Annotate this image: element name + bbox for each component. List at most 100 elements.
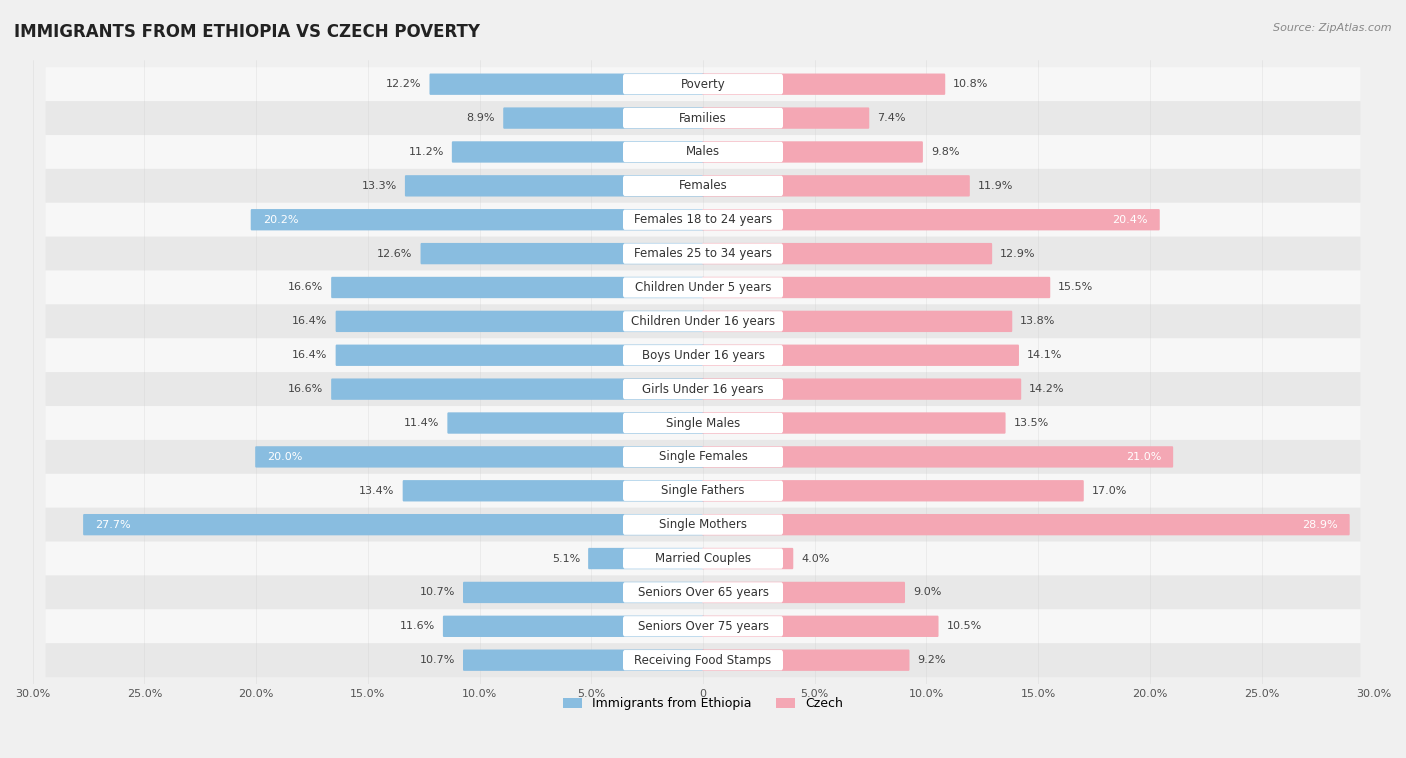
Legend: Immigrants from Ethiopia, Czech: Immigrants from Ethiopia, Czech: [558, 692, 848, 715]
Text: 28.9%: 28.9%: [1302, 520, 1337, 530]
FancyBboxPatch shape: [702, 243, 993, 265]
FancyBboxPatch shape: [702, 514, 1350, 535]
FancyBboxPatch shape: [45, 372, 1361, 406]
Text: 13.8%: 13.8%: [1021, 316, 1056, 327]
Text: 10.7%: 10.7%: [419, 655, 456, 666]
Text: 7.4%: 7.4%: [877, 113, 905, 123]
FancyBboxPatch shape: [83, 514, 704, 535]
FancyBboxPatch shape: [463, 581, 704, 603]
FancyBboxPatch shape: [45, 609, 1361, 644]
Text: 11.4%: 11.4%: [404, 418, 439, 428]
Text: 13.4%: 13.4%: [360, 486, 395, 496]
Text: 9.8%: 9.8%: [931, 147, 959, 157]
Text: 20.2%: 20.2%: [263, 215, 298, 224]
FancyBboxPatch shape: [429, 74, 704, 95]
Text: 11.2%: 11.2%: [408, 147, 444, 157]
FancyBboxPatch shape: [250, 209, 704, 230]
FancyBboxPatch shape: [405, 175, 704, 196]
FancyBboxPatch shape: [702, 209, 1160, 230]
FancyBboxPatch shape: [702, 345, 1019, 366]
FancyBboxPatch shape: [45, 575, 1361, 609]
FancyBboxPatch shape: [45, 338, 1361, 372]
FancyBboxPatch shape: [463, 650, 704, 671]
FancyBboxPatch shape: [623, 243, 783, 264]
FancyBboxPatch shape: [336, 311, 704, 332]
Text: Single Males: Single Males: [666, 416, 740, 430]
FancyBboxPatch shape: [702, 548, 793, 569]
Text: 10.5%: 10.5%: [946, 622, 981, 631]
FancyBboxPatch shape: [623, 108, 783, 128]
Text: 17.0%: 17.0%: [1092, 486, 1128, 496]
Text: 9.2%: 9.2%: [918, 655, 946, 666]
FancyBboxPatch shape: [702, 615, 939, 637]
FancyBboxPatch shape: [45, 542, 1361, 575]
FancyBboxPatch shape: [45, 236, 1361, 271]
FancyBboxPatch shape: [420, 243, 704, 265]
FancyBboxPatch shape: [623, 650, 783, 670]
Text: Source: ZipAtlas.com: Source: ZipAtlas.com: [1274, 23, 1392, 33]
Text: Single Females: Single Females: [658, 450, 748, 463]
Text: Children Under 16 years: Children Under 16 years: [631, 315, 775, 328]
Text: Married Couples: Married Couples: [655, 552, 751, 565]
FancyBboxPatch shape: [702, 581, 905, 603]
Text: 8.9%: 8.9%: [467, 113, 495, 123]
FancyBboxPatch shape: [332, 378, 704, 399]
FancyBboxPatch shape: [623, 277, 783, 298]
Text: 15.5%: 15.5%: [1059, 283, 1094, 293]
Text: 16.6%: 16.6%: [288, 384, 323, 394]
FancyBboxPatch shape: [702, 480, 1084, 502]
Text: 11.6%: 11.6%: [399, 622, 434, 631]
Text: Girls Under 16 years: Girls Under 16 years: [643, 383, 763, 396]
Text: 10.7%: 10.7%: [419, 587, 456, 597]
FancyBboxPatch shape: [45, 644, 1361, 677]
FancyBboxPatch shape: [623, 176, 783, 196]
FancyBboxPatch shape: [451, 141, 704, 163]
FancyBboxPatch shape: [623, 74, 783, 94]
Text: 20.4%: 20.4%: [1112, 215, 1147, 224]
FancyBboxPatch shape: [702, 650, 910, 671]
Text: 13.3%: 13.3%: [361, 181, 396, 191]
Text: 11.9%: 11.9%: [977, 181, 1014, 191]
Text: Poverty: Poverty: [681, 78, 725, 91]
Text: 16.4%: 16.4%: [292, 316, 328, 327]
Text: 12.9%: 12.9%: [1000, 249, 1036, 258]
FancyBboxPatch shape: [45, 101, 1361, 135]
Text: Single Mothers: Single Mothers: [659, 518, 747, 531]
Text: 21.0%: 21.0%: [1126, 452, 1161, 462]
FancyBboxPatch shape: [623, 312, 783, 331]
FancyBboxPatch shape: [623, 413, 783, 433]
Text: 10.8%: 10.8%: [953, 79, 988, 89]
FancyBboxPatch shape: [45, 305, 1361, 338]
Text: 16.6%: 16.6%: [288, 283, 323, 293]
FancyBboxPatch shape: [336, 345, 704, 366]
FancyBboxPatch shape: [623, 345, 783, 365]
FancyBboxPatch shape: [588, 548, 704, 569]
Text: 27.7%: 27.7%: [96, 520, 131, 530]
FancyBboxPatch shape: [702, 175, 970, 196]
FancyBboxPatch shape: [623, 379, 783, 399]
FancyBboxPatch shape: [702, 141, 922, 163]
Text: Females 25 to 34 years: Females 25 to 34 years: [634, 247, 772, 260]
FancyBboxPatch shape: [45, 440, 1361, 474]
FancyBboxPatch shape: [45, 135, 1361, 169]
FancyBboxPatch shape: [256, 446, 704, 468]
FancyBboxPatch shape: [702, 412, 1005, 434]
Text: 9.0%: 9.0%: [912, 587, 942, 597]
FancyBboxPatch shape: [443, 615, 704, 637]
FancyBboxPatch shape: [402, 480, 704, 502]
Text: Females 18 to 24 years: Females 18 to 24 years: [634, 213, 772, 226]
FancyBboxPatch shape: [45, 67, 1361, 101]
FancyBboxPatch shape: [45, 203, 1361, 236]
FancyBboxPatch shape: [702, 108, 869, 129]
Text: Boys Under 16 years: Boys Under 16 years: [641, 349, 765, 362]
Text: 20.0%: 20.0%: [267, 452, 302, 462]
FancyBboxPatch shape: [702, 277, 1050, 298]
Text: Males: Males: [686, 146, 720, 158]
FancyBboxPatch shape: [702, 446, 1173, 468]
Text: Females: Females: [679, 180, 727, 193]
FancyBboxPatch shape: [702, 311, 1012, 332]
FancyBboxPatch shape: [623, 446, 783, 467]
Text: 4.0%: 4.0%: [801, 553, 830, 563]
FancyBboxPatch shape: [623, 616, 783, 637]
Text: 14.1%: 14.1%: [1026, 350, 1063, 360]
